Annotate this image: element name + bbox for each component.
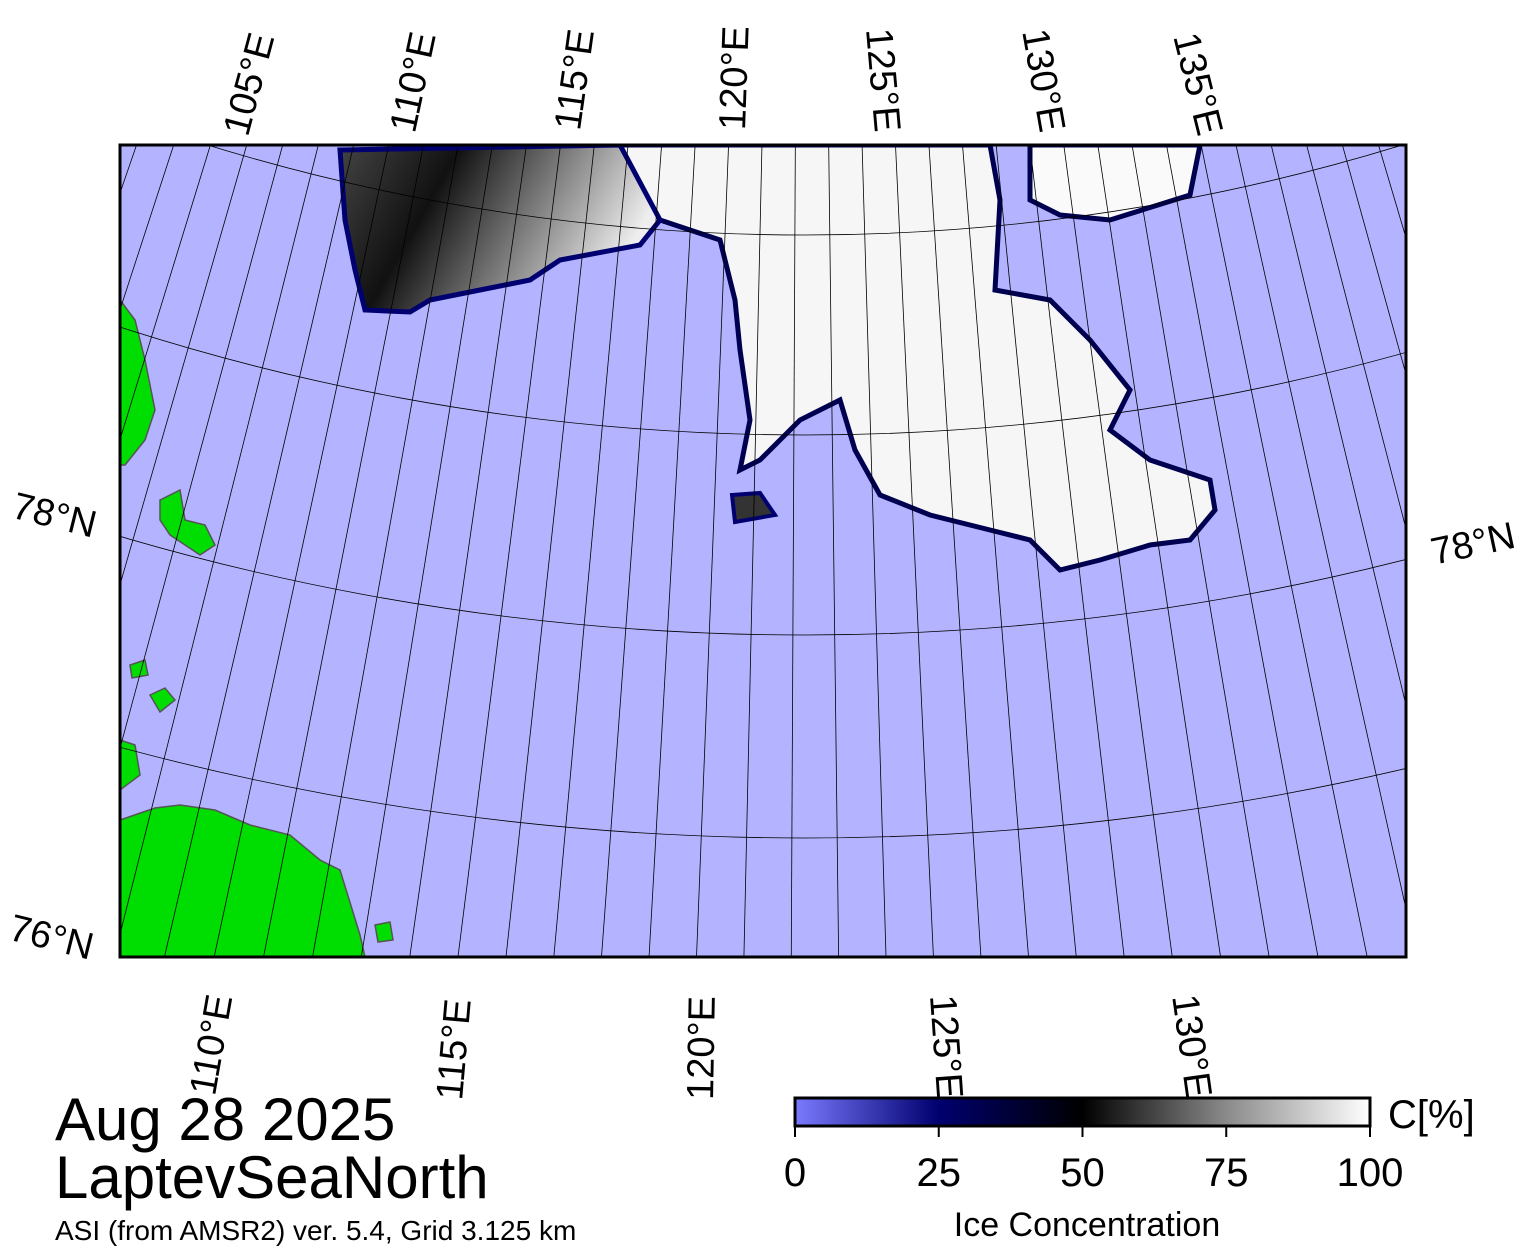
meridian [995, 145, 1077, 957]
meridian [263, 145, 424, 957]
meridian [164, 145, 355, 957]
meridian [648, 145, 696, 957]
bottom-label: 110°E [182, 991, 241, 1098]
map-frame [118, 143, 1408, 959]
land [120, 804, 366, 957]
top-label: 125°E [857, 26, 908, 133]
meridian [1131, 145, 1270, 957]
meridian [1029, 145, 1125, 957]
meridian [1097, 145, 1222, 957]
region: LaptevSeaNorth [55, 1144, 489, 1211]
land [120, 739, 141, 791]
land [148, 687, 177, 714]
meridian [1434, 0, 1528, 925]
meridian [828, 145, 840, 957]
meridian [601, 145, 663, 957]
bottom-label: 115°E [429, 997, 480, 1101]
meridian [962, 145, 1029, 957]
meridian [1063, 145, 1173, 957]
meridian [790, 145, 796, 957]
sea-ice [337, 145, 663, 315]
meridian [861, 145, 887, 957]
bottom-label: 130°E [1163, 992, 1219, 1101]
top-label: 130°E [1013, 26, 1072, 136]
colorbar-title: Ice Concentration [954, 1206, 1221, 1244]
colorbar-tick-label: 50 [1060, 1151, 1105, 1195]
meridian [1404, 0, 1528, 942]
meridian [1166, 145, 1319, 957]
top-label: 115°E [547, 27, 603, 133]
colorbar-tick-label: 0 [784, 1151, 806, 1195]
sea-ice [1027, 145, 1203, 223]
colorbar-tick-label: 100 [1337, 1151, 1404, 1195]
graticule [0, 0, 1528, 957]
meridian [213, 145, 390, 957]
colorbar-ticks: 0 25 50 75 100 [784, 1126, 1404, 1195]
left-label: 78°N [8, 485, 101, 546]
colorbar-tick-label: 75 [1204, 1151, 1249, 1195]
land [159, 488, 216, 556]
top-label: 135°E [1164, 29, 1230, 140]
meridian [0, 0, 131, 897]
meridian [1270, 145, 1406, 707]
left-label: 76°N [5, 907, 98, 968]
meridian [120, 145, 284, 750]
meridian [553, 145, 629, 957]
colorbar-tick-label: 25 [917, 1151, 962, 1195]
meridian [1200, 145, 1368, 957]
meridian [1463, 0, 1528, 908]
top-label: 105°E [216, 29, 283, 140]
meridian [312, 145, 459, 957]
date: Aug 28 2025 [55, 1086, 395, 1153]
meridian [505, 145, 595, 957]
meridian [409, 145, 527, 957]
meridian [1306, 145, 1406, 531]
meridian [120, 145, 248, 587]
colorbar-unit: C[%] [1388, 1093, 1475, 1137]
meridian [696, 145, 729, 957]
sea-ice [729, 490, 779, 525]
meridian [457, 145, 561, 957]
meridian [1235, 145, 1406, 911]
land [374, 921, 394, 943]
bottom-label: 125°E [921, 993, 970, 1100]
land [129, 659, 149, 679]
meridian [895, 145, 934, 957]
meridian [743, 145, 763, 957]
top-label: 120°E [712, 25, 758, 130]
right-label: 78°N [1427, 515, 1519, 574]
meridian [360, 145, 493, 957]
map-area [0, 0, 1528, 957]
top-label: 110°E [383, 28, 445, 136]
colorbar [793, 1096, 1372, 1128]
source: ASI (from AMSR2) ver. 5.4, Grid 3.125 km [55, 1215, 576, 1246]
meridian [928, 145, 982, 957]
bottom-label: 120°E [680, 996, 724, 1101]
meridian [120, 145, 319, 936]
sea-ice [597, 145, 1218, 573]
map-labels: 105°E 110°E 115°E 120°E 125°E 130°E 135°E 110°E… [5, 25, 1519, 1101]
